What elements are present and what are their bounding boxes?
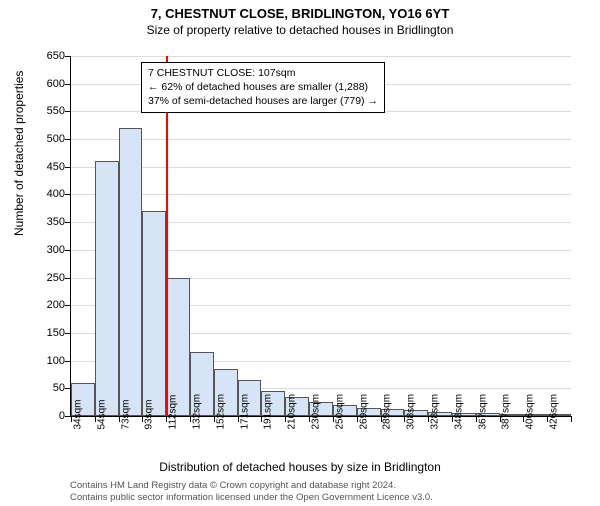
info-line: 7 CHESTNUT CLOSE: 107sqm bbox=[148, 66, 378, 80]
y-tick bbox=[65, 167, 71, 168]
y-tick-label: 100 bbox=[47, 355, 65, 367]
plot-region: 0501001502002503003504004505005506006503… bbox=[70, 56, 571, 417]
chart-title: 7, CHESTNUT CLOSE, BRIDLINGTON, YO16 6YT bbox=[0, 6, 600, 21]
y-tick-label: 650 bbox=[47, 50, 65, 62]
y-tick-label: 0 bbox=[59, 410, 65, 422]
attribution-text: Contains HM Land Registry data © Crown c… bbox=[70, 480, 433, 504]
y-axis-label: Number of detached properties bbox=[12, 71, 26, 236]
gridline bbox=[71, 194, 571, 195]
y-tick-label: 200 bbox=[47, 299, 65, 311]
y-tick bbox=[65, 278, 71, 279]
attribution-line: Contains public sector information licen… bbox=[70, 492, 433, 504]
chart-container: 7, CHESTNUT CLOSE, BRIDLINGTON, YO16 6YT… bbox=[0, 6, 600, 506]
y-tick bbox=[65, 56, 71, 57]
y-tick bbox=[65, 361, 71, 362]
histogram-bar bbox=[119, 128, 143, 416]
y-tick bbox=[65, 194, 71, 195]
y-tick-label: 550 bbox=[47, 105, 65, 117]
histogram-bar bbox=[142, 211, 166, 416]
y-tick bbox=[65, 250, 71, 251]
gridline bbox=[71, 56, 571, 57]
y-tick bbox=[65, 222, 71, 223]
y-tick bbox=[65, 139, 71, 140]
y-tick bbox=[65, 333, 71, 334]
chart-area: 0501001502002503003504004505005506006503… bbox=[70, 56, 570, 416]
y-tick-label: 300 bbox=[47, 244, 65, 256]
y-tick bbox=[65, 305, 71, 306]
y-tick-label: 600 bbox=[47, 78, 65, 90]
y-tick-label: 500 bbox=[47, 133, 65, 145]
x-axis-label: Distribution of detached houses by size … bbox=[0, 460, 600, 474]
x-tick bbox=[571, 416, 572, 422]
y-tick-label: 450 bbox=[47, 161, 65, 173]
y-tick bbox=[65, 111, 71, 112]
y-tick-label: 250 bbox=[47, 272, 65, 284]
gridline bbox=[71, 167, 571, 168]
info-box: 7 CHESTNUT CLOSE: 107sqm← 62% of detache… bbox=[141, 62, 385, 113]
histogram-bar bbox=[95, 161, 119, 416]
info-line: 37% of semi-detached houses are larger (… bbox=[148, 94, 378, 108]
y-tick-label: 150 bbox=[47, 327, 65, 339]
y-tick-label: 400 bbox=[47, 188, 65, 200]
info-line: ← 62% of detached houses are smaller (1,… bbox=[148, 80, 378, 94]
x-tick bbox=[238, 416, 239, 422]
y-tick-label: 50 bbox=[53, 382, 65, 394]
y-tick bbox=[65, 84, 71, 85]
y-tick-label: 350 bbox=[47, 216, 65, 228]
gridline bbox=[71, 139, 571, 140]
chart-subtitle: Size of property relative to detached ho… bbox=[0, 23, 600, 37]
x-tick bbox=[119, 416, 120, 422]
attribution-line: Contains HM Land Registry data © Crown c… bbox=[70, 480, 433, 492]
